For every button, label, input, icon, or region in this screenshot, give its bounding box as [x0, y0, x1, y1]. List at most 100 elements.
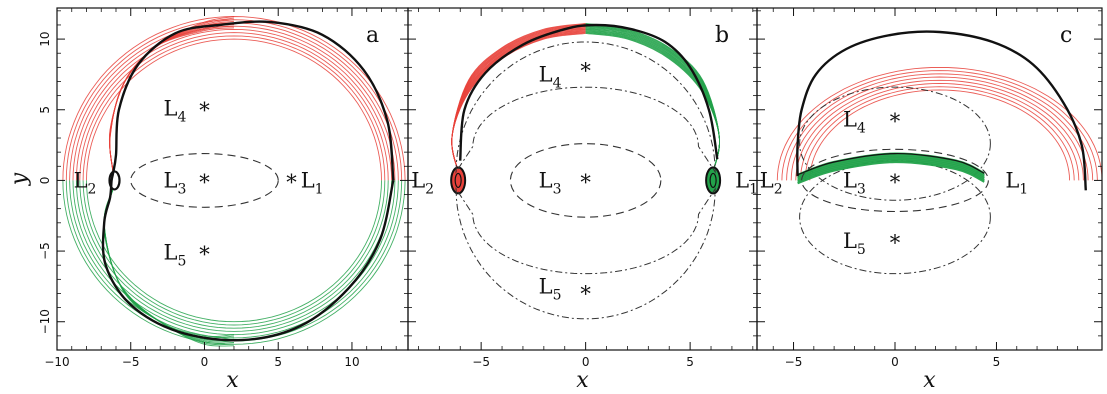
- panel-a-curves: [62, 16, 406, 347]
- black-trajectory: [101, 20, 395, 342]
- panel-letter-a: a: [366, 23, 379, 48]
- panel-letter-b: b: [715, 23, 729, 48]
- red-trajectory: [451, 32, 586, 178]
- green-trajectory: [72, 180, 396, 336]
- lagrange-label-l5: L5: [164, 240, 187, 269]
- y-tick-label: −5: [38, 242, 52, 260]
- lagrange-star-marker: *: [199, 98, 210, 122]
- x-tick-label: 0: [891, 355, 899, 369]
- lagrange-label-l5: L5: [539, 274, 562, 303]
- red-trajectory: [790, 76, 1089, 181]
- red-trajectory: [79, 32, 389, 181]
- red-trajectory: [451, 23, 586, 178]
- green-tadpole-head: [705, 166, 722, 195]
- green-trajectory: [86, 180, 382, 323]
- lagrange-star-marker: *: [890, 170, 901, 194]
- lagrange-label-l4: L4: [539, 62, 562, 91]
- red-trajectory: [451, 28, 586, 178]
- red-trajectory: [86, 38, 382, 181]
- panel-letter-c: c: [1060, 23, 1072, 48]
- lagrange-label-l1: L1: [735, 168, 758, 197]
- lagrange-label-l3: L3: [843, 168, 866, 197]
- red-trajectory: [109, 17, 235, 172]
- red-trajectory: [451, 32, 586, 178]
- green-trajectory: [585, 32, 720, 178]
- green-band-trajectory: [797, 159, 985, 183]
- lagrange-star-marker: *: [199, 170, 210, 194]
- panel-b-curves: [450, 23, 722, 320]
- black-band-edge: [797, 152, 985, 176]
- green-trajectory: [62, 180, 406, 345]
- x-tick-label: −5: [785, 355, 803, 369]
- curve-layer: [62, 16, 1102, 347]
- red-trajectory: [82, 35, 386, 181]
- y-tick-label: −10: [38, 309, 52, 334]
- red-trajectory: [804, 86, 1075, 181]
- panel-c-frame: [756, 7, 1103, 351]
- red-tadpole-head: [450, 166, 467, 195]
- red-trajectory: [451, 31, 586, 178]
- green-band-trajectory: [797, 154, 985, 178]
- x-tick-label: −5: [122, 355, 140, 369]
- x-tick-label: 10: [344, 355, 359, 369]
- green-trajectory: [585, 29, 720, 178]
- panel-c-curves: [776, 30, 1102, 275]
- green-band-trajectory: [797, 160, 985, 185]
- lagrange-label-l5: L5: [843, 229, 866, 258]
- green-trajectory: [585, 32, 720, 178]
- x-tick-label: 5: [274, 355, 282, 369]
- y-tick-label: 10: [38, 31, 52, 46]
- red-trajectory: [451, 29, 586, 178]
- green-band-trajectory: [797, 155, 985, 180]
- green-trajectory: [103, 188, 235, 343]
- red-trajectory: [795, 79, 1084, 181]
- green-trajectory: [585, 29, 720, 178]
- red-trajectory: [75, 28, 393, 181]
- green-trajectory: [585, 31, 720, 178]
- green-band-trajectory: [797, 157, 985, 181]
- red-trajectory: [786, 73, 1094, 181]
- y-axis-label: y: [7, 172, 32, 186]
- y-tick-label: 0: [38, 177, 52, 185]
- x-axis-label: x: [576, 368, 589, 393]
- red-trajectory: [809, 89, 1070, 181]
- lagrange-star-marker: *: [199, 242, 210, 266]
- lagrange-label-l4: L4: [843, 108, 866, 137]
- green-trajectory: [69, 180, 399, 339]
- red-trajectory: [451, 26, 586, 178]
- lagrange-star-marker: *: [890, 110, 901, 134]
- green-trajectory: [585, 26, 720, 178]
- black-trajectory: [796, 30, 1087, 191]
- dashdot-crescent: [455, 187, 716, 320]
- green-trajectory: [585, 27, 720, 178]
- green-trajectory: [79, 180, 389, 329]
- x-axis-label: x: [923, 368, 936, 393]
- black-trajectory: [459, 23, 719, 161]
- x-tick-label: 5: [686, 355, 694, 369]
- dashed-ellipse: [509, 143, 662, 218]
- x-tick-label: 0: [582, 355, 590, 369]
- lagrange-star-marker: *: [580, 282, 591, 306]
- red-trajectory: [800, 83, 1080, 181]
- red-trajectory: [451, 29, 586, 178]
- x-tick-label: −10: [44, 355, 69, 369]
- dashdot-crescent: [455, 41, 716, 174]
- green-tadpole-inner: [709, 172, 717, 189]
- lagrange-star-marker: *: [580, 59, 591, 83]
- x-axis-label: x: [226, 368, 239, 393]
- lagrange-label-l2: L2: [74, 168, 97, 197]
- lagrange-label-l4: L4: [164, 96, 187, 125]
- dashed-ellipse: [130, 153, 279, 208]
- x-tick-label: 5: [993, 355, 1001, 369]
- lagrange-label-l1: L1: [1005, 168, 1028, 197]
- lagrange-star-marker: *: [890, 231, 901, 255]
- lagrange-star-marker: *: [580, 170, 591, 194]
- red-trajectory: [451, 27, 586, 178]
- lagrange-label-l2: L2: [411, 168, 434, 197]
- green-trajectory: [103, 188, 235, 347]
- red-trajectory: [69, 22, 399, 181]
- y-tick-label: 5: [38, 106, 52, 114]
- label-layer: −10 −5 0 5 10 −10 −5 0 5 10 x y a * L1 L2 * L3 * L4 * L5 −5 0 5 x…: [7, 23, 1072, 393]
- axes-layer: [56, 7, 1103, 351]
